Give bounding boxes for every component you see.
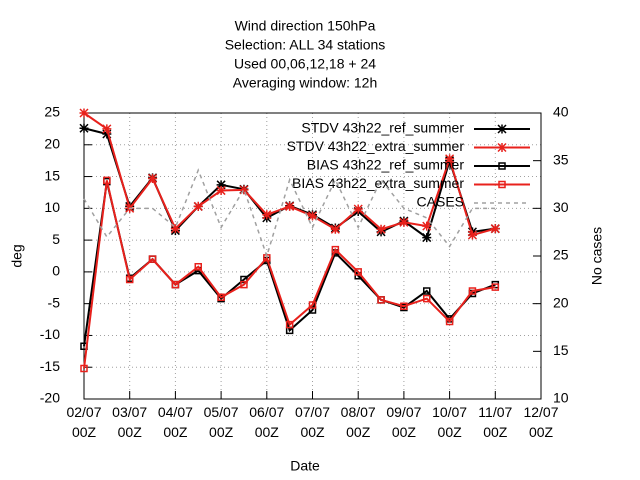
- marker: [148, 255, 157, 263]
- marker: [399, 217, 409, 227]
- marker: [262, 210, 272, 220]
- y-tick-label: 0: [52, 263, 60, 279]
- y-tick-label: -5: [48, 294, 61, 310]
- y-tick-label: 20: [44, 135, 60, 151]
- legend-label: BIAS 43h22_extra_summer: [292, 175, 464, 191]
- y-axis-label: deg: [9, 244, 25, 267]
- marker: [354, 268, 362, 276]
- marker: [422, 221, 432, 231]
- marker: [422, 233, 432, 243]
- marker: [445, 154, 455, 164]
- chart-title: Wind direction 150hPa: [235, 18, 376, 34]
- marker: [376, 224, 386, 234]
- marker: [498, 180, 506, 189]
- marker: [239, 185, 249, 195]
- x-tick-label: 06/07 00Z: [249, 404, 285, 440]
- marker: [331, 245, 340, 254]
- x-tick-label: 12/07 00Z: [523, 404, 559, 440]
- marker: [353, 204, 363, 214]
- marker: [102, 129, 112, 139]
- x-tick-label: 11/07 00Z: [478, 404, 513, 440]
- x-tick-label: 08/07 00Z: [340, 404, 376, 440]
- chart-title: Used 00,06,12,18 + 24: [234, 56, 376, 72]
- marker: [285, 320, 294, 329]
- marker: [79, 108, 89, 118]
- x-tick-label: 10/07 00Z: [432, 404, 468, 440]
- marker: [193, 201, 203, 211]
- x-tick-label: 03/07 00Z: [112, 404, 148, 440]
- y2-tick-label: 30: [553, 199, 569, 215]
- y2-tick-label: 35: [553, 151, 569, 167]
- legend-label: BIAS 43h22_ref_summer: [307, 157, 465, 173]
- marker: [263, 254, 271, 262]
- marker: [148, 173, 158, 183]
- marker: [400, 302, 408, 310]
- marker: [80, 364, 88, 373]
- marker: [467, 230, 477, 240]
- marker: [497, 142, 507, 153]
- marker: [103, 176, 111, 185]
- marker: [308, 301, 317, 309]
- x-tick-label: 02/07 00Z: [66, 404, 102, 440]
- series-line: [83, 168, 496, 259]
- marker: [491, 283, 500, 291]
- marker: [330, 224, 340, 234]
- y-tick-label: 5: [52, 231, 60, 247]
- y-tick-label: -15: [40, 358, 60, 374]
- marker: [285, 201, 295, 211]
- chart-title: Selection: ALL 34 stations: [225, 37, 386, 53]
- x-tick-label: 07/07 00Z: [294, 404, 331, 440]
- legend-label: STDV 43h22_extra_summer: [287, 138, 465, 154]
- marker: [194, 263, 202, 271]
- chart-title: Averaging window: 12h: [233, 75, 378, 91]
- marker: [468, 287, 477, 295]
- y2-tick-label: 10: [553, 390, 569, 406]
- marker: [216, 180, 226, 190]
- legend-label: CASES: [417, 194, 464, 210]
- marker: [79, 123, 89, 133]
- y2-tick-label: 15: [553, 342, 569, 358]
- marker: [423, 294, 431, 303]
- y-tick-label: 15: [44, 167, 60, 183]
- marker: [490, 224, 500, 234]
- y2-tick-label: 40: [553, 104, 569, 120]
- marker: [445, 317, 454, 326]
- x-tick-label: 04/07 00Z: [157, 404, 193, 440]
- y-tick-label: -10: [40, 326, 60, 342]
- marker: [423, 287, 431, 295]
- series-line: [83, 180, 496, 369]
- x-axis-label: Date: [290, 458, 320, 474]
- y-tick-label: 10: [44, 199, 60, 215]
- marker: [125, 275, 134, 284]
- y2-tick-label: 20: [553, 294, 569, 310]
- marker: [308, 306, 317, 314]
- marker: [217, 293, 225, 302]
- marker: [498, 162, 506, 170]
- marker: [240, 280, 248, 289]
- marker: [102, 124, 112, 134]
- marker: [170, 224, 180, 234]
- marker: [497, 124, 507, 134]
- y2-tick-label: 25: [553, 247, 569, 263]
- marker: [216, 186, 226, 196]
- y2-axis-label: No cases: [589, 227, 605, 285]
- y-tick-label: 25: [44, 104, 60, 120]
- marker: [171, 280, 180, 289]
- legend-label: STDV 43h22_ref_summer: [301, 120, 464, 136]
- y-tick-label: -20: [40, 390, 60, 406]
- marker: [377, 296, 385, 304]
- x-tick-label: 09/07 00Z: [386, 404, 422, 440]
- x-tick-label: 05/07 00Z: [203, 404, 239, 440]
- plot-frame: [83, 112, 542, 400]
- marker: [307, 211, 318, 221]
